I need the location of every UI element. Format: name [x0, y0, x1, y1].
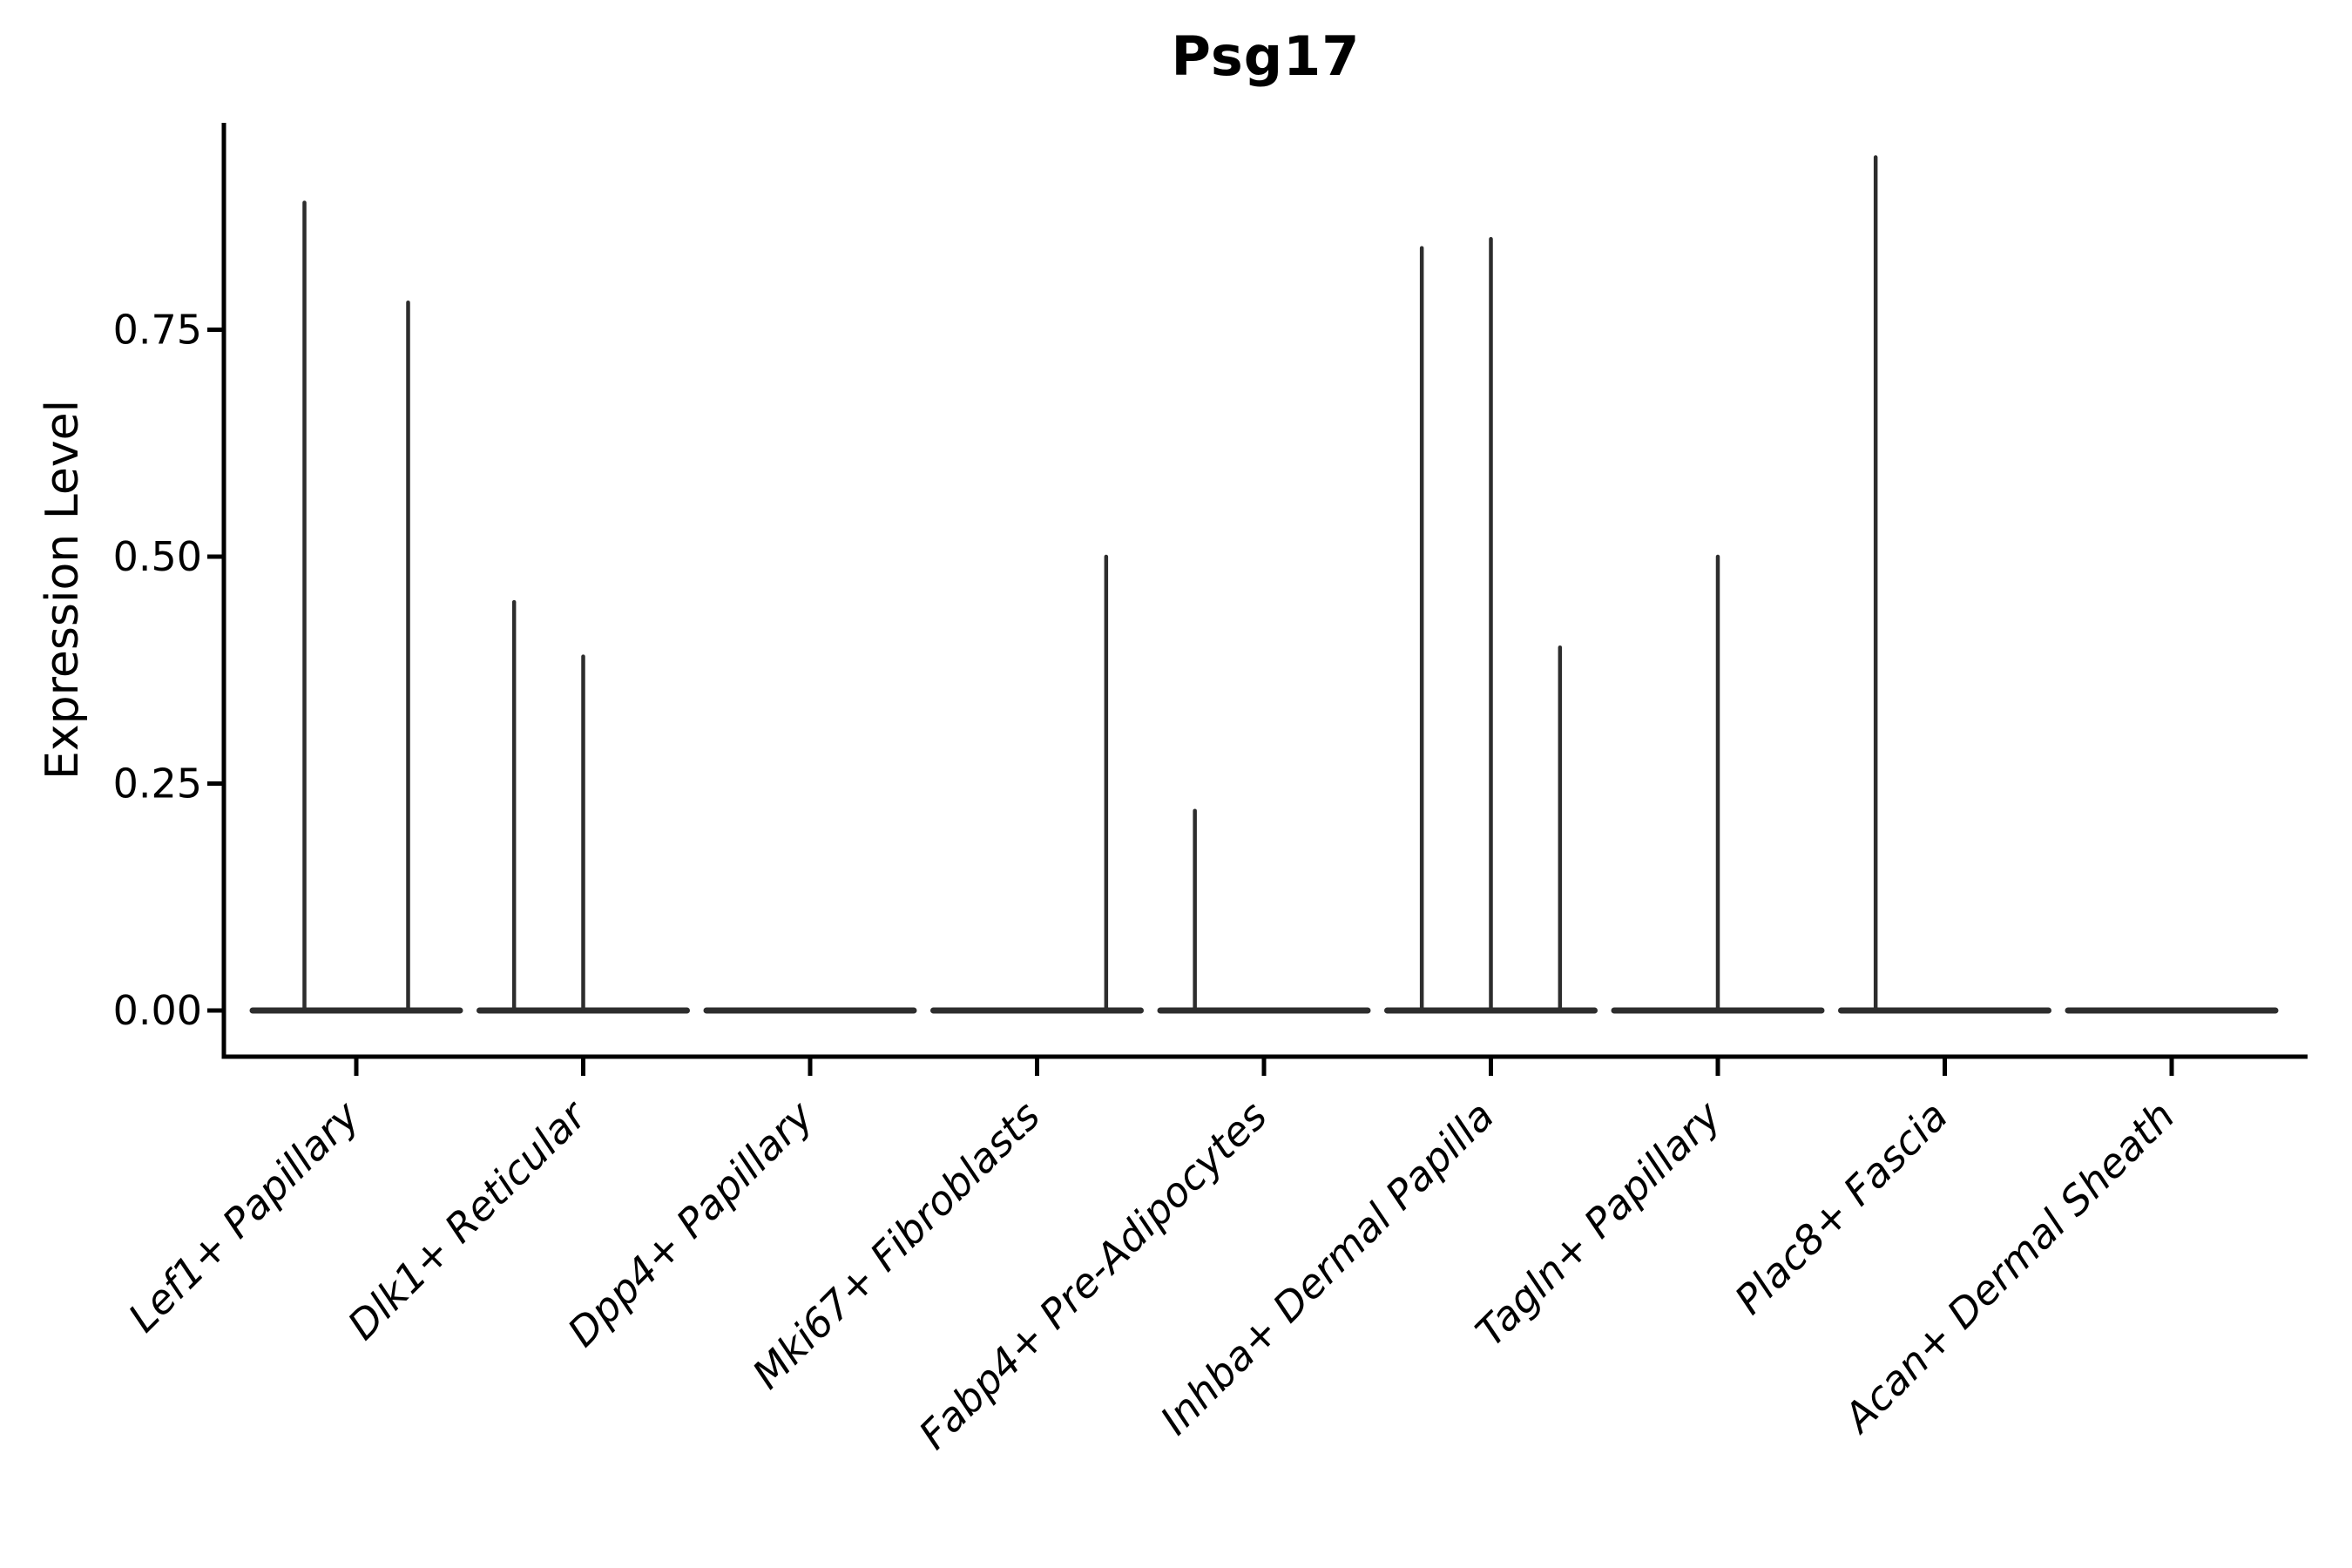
x-category-label: Lef1+ Papillary [119, 1092, 368, 1341]
x-category-label: Dpp4+ Papillary [558, 1092, 822, 1355]
x-category-label: Tagln+ Papillary [1466, 1092, 1730, 1355]
x-category-label: Dlk1+ Reticular [339, 1090, 598, 1348]
y-tick-label: 0.75 [113, 307, 202, 354]
y-tick-label: 0.50 [113, 533, 202, 580]
x-category-label: Plac8+ Fascia [1726, 1092, 1957, 1323]
chart-title: Psg17 [1171, 24, 1361, 88]
y-tick-label: 0.00 [113, 987, 202, 1034]
y-tick-label: 0.25 [113, 760, 202, 808]
